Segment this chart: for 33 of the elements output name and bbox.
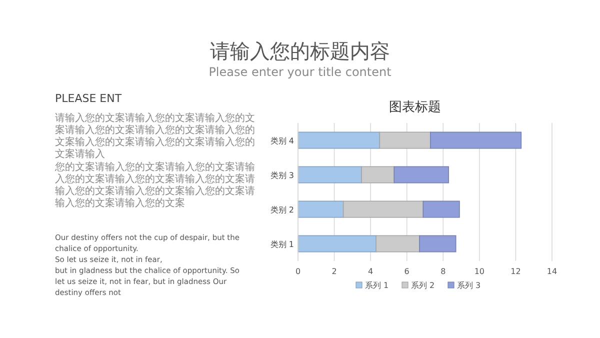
bar <box>379 132 431 149</box>
legend-label: 系列 2 <box>411 281 435 290</box>
bar <box>298 132 380 149</box>
y-tick-label: 类别 1 <box>270 240 294 249</box>
bar <box>361 166 395 184</box>
x-tick-label: 10 <box>474 267 485 276</box>
y-tick-label: 类别 3 <box>270 170 294 180</box>
x-tick-label: 8 <box>440 267 446 276</box>
x-tick-label: 0 <box>295 267 301 276</box>
y-tick-label: 类别 4 <box>270 136 294 146</box>
x-tick-label: 4 <box>368 267 374 276</box>
x-tick-label: 14 <box>546 267 558 276</box>
bar <box>342 200 424 218</box>
y-tick-label: 类别 2 <box>270 205 294 214</box>
bar <box>376 235 420 252</box>
x-tick-label: 6 <box>404 267 410 276</box>
text: 您的文案请输入您的文案请输入您的文案请输入您的文案请输入您的文案请输入您的文案请输入您的文案请输入您的文案输入您的文案请输入您的文案请输入您的文案 <box>55 162 255 210</box>
legend-label: 系列 1 <box>365 281 389 290</box>
bar <box>394 166 449 184</box>
bar <box>419 235 456 252</box>
text: Please enter your title content <box>208 65 392 79</box>
text: PLEASE ENT <box>55 92 123 105</box>
x-tick-label: 2 <box>332 267 337 276</box>
x-tick-label: 12 <box>510 267 521 276</box>
chart-title: 图表标题 <box>389 100 441 115</box>
bar <box>298 200 344 218</box>
bar <box>422 200 460 218</box>
text: 请输入您的文案请输入您的文案请输入您的文案请输入您的文案请输入您的文案请输入您的文案输入您的文案请输入您的文案请输入您的文案请输入 <box>55 113 255 161</box>
bar <box>298 166 362 184</box>
bar <box>430 132 522 149</box>
legend-label: 系列 3 <box>457 281 481 290</box>
text: 请输入您的标题内容 <box>209 38 391 65</box>
bar <box>298 235 376 252</box>
